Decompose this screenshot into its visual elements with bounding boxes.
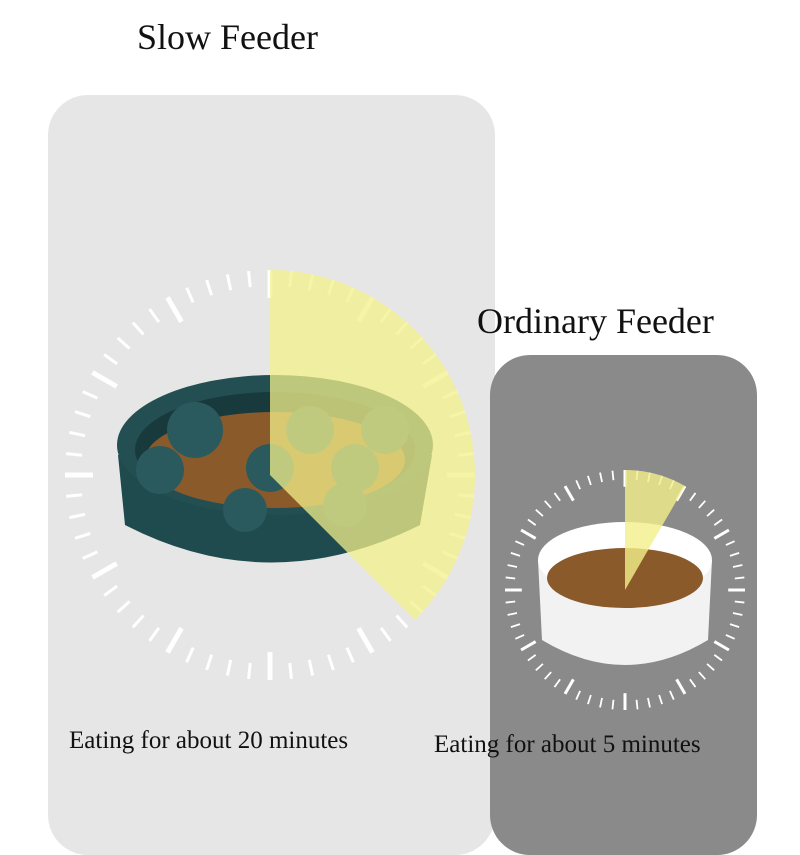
clock-tick bbox=[225, 659, 233, 676]
clock-tick bbox=[148, 308, 161, 323]
slow-feeder-time-wedge bbox=[270, 270, 475, 620]
clock-tick bbox=[729, 552, 740, 557]
clock-tick bbox=[599, 697, 603, 708]
ordinary-feeder-caption: Eating for about 5 minutes bbox=[434, 731, 701, 758]
clock-tick bbox=[225, 274, 233, 291]
clock-tick bbox=[698, 671, 706, 680]
clock-tick bbox=[131, 614, 145, 629]
clock-tick bbox=[510, 623, 521, 628]
clock-tick bbox=[713, 640, 730, 652]
illustration bbox=[65, 270, 745, 710]
clock-tick bbox=[505, 576, 516, 580]
clock-tick bbox=[587, 694, 592, 705]
clock-tick bbox=[307, 659, 315, 676]
clock-tick bbox=[82, 390, 98, 400]
clock-tick bbox=[185, 647, 195, 663]
clock-tick bbox=[103, 353, 118, 366]
clock-tick bbox=[599, 472, 603, 483]
clock-tick bbox=[675, 678, 687, 695]
clock-tick bbox=[379, 627, 392, 642]
clock-tick bbox=[326, 654, 335, 671]
clock-tick bbox=[611, 699, 615, 710]
clock-tick bbox=[611, 470, 615, 481]
ordinary-feeder-time-wedge bbox=[625, 470, 685, 590]
clock-tick bbox=[725, 634, 735, 640]
clock-tick bbox=[82, 550, 98, 560]
clock-tick bbox=[185, 287, 195, 303]
clock-tick bbox=[698, 500, 706, 509]
clock-tick bbox=[734, 576, 745, 580]
clock-tick bbox=[65, 493, 83, 498]
clock-tick bbox=[116, 600, 131, 614]
slow-feeder-caption: Eating for about 20 minutes bbox=[69, 727, 349, 754]
clock-tick bbox=[544, 671, 552, 680]
clock-tick bbox=[205, 279, 214, 296]
clock-tick bbox=[205, 654, 214, 671]
clock-tick bbox=[74, 531, 91, 540]
clock-tick bbox=[732, 612, 743, 616]
clock-tick bbox=[247, 270, 252, 288]
clock-tick bbox=[635, 699, 639, 710]
clock-tick bbox=[91, 561, 118, 580]
clock-tick bbox=[69, 512, 86, 520]
clock-tick bbox=[505, 600, 516, 604]
clock-tick bbox=[395, 614, 409, 629]
clock-tick bbox=[527, 518, 537, 526]
clock-tick bbox=[74, 410, 91, 419]
clock-tick bbox=[669, 690, 675, 700]
clock-tick bbox=[91, 370, 118, 389]
slow-feeder-title: Slow Feeder bbox=[137, 17, 318, 57]
ordinary-feeder-clock-dial bbox=[505, 470, 745, 710]
clock-tick bbox=[535, 509, 544, 517]
clock-tick bbox=[713, 518, 723, 526]
clock-tick bbox=[563, 678, 575, 695]
clock-tick bbox=[575, 690, 581, 700]
clock-tick bbox=[647, 697, 651, 708]
clock-tick bbox=[563, 485, 575, 502]
clock-tick bbox=[706, 509, 715, 517]
clock-tick bbox=[356, 627, 375, 654]
clock-tick bbox=[345, 647, 355, 663]
clock-tick bbox=[689, 492, 697, 502]
clock-tick bbox=[575, 480, 581, 490]
clock-tick bbox=[544, 500, 552, 509]
clock-tick bbox=[247, 662, 252, 680]
clock-tick bbox=[553, 678, 561, 688]
clock-tick bbox=[535, 663, 544, 671]
clock-tick bbox=[713, 528, 730, 540]
clock-tick bbox=[527, 654, 537, 662]
clock-tick bbox=[507, 564, 518, 568]
clock-tick bbox=[116, 336, 131, 350]
clock-tick bbox=[65, 452, 83, 457]
clock-tick bbox=[103, 584, 118, 597]
clock-tick bbox=[520, 640, 537, 652]
clock-tick bbox=[520, 528, 537, 540]
clock-tick bbox=[553, 492, 561, 502]
clock-tick bbox=[507, 612, 518, 616]
clock-tick bbox=[734, 600, 745, 604]
clock-tick bbox=[510, 552, 521, 557]
clock-tick bbox=[706, 663, 715, 671]
clock-tick bbox=[165, 296, 184, 323]
clock-tick bbox=[732, 564, 743, 568]
ordinary-feeder-title: Ordinary Feeder bbox=[477, 301, 714, 341]
clock-tick bbox=[729, 623, 740, 628]
clock-tick bbox=[165, 627, 184, 654]
clock-tick bbox=[148, 627, 161, 642]
clock-tick bbox=[69, 430, 86, 438]
clock-tick bbox=[713, 654, 723, 662]
clock-tick bbox=[725, 540, 735, 546]
clock-tick bbox=[131, 321, 145, 336]
clock-tick bbox=[587, 475, 592, 486]
clock-tick bbox=[288, 662, 293, 680]
clock-tick bbox=[515, 634, 525, 640]
clock-tick bbox=[658, 694, 663, 705]
clock-tick bbox=[515, 540, 525, 546]
clock-tick bbox=[689, 678, 697, 688]
